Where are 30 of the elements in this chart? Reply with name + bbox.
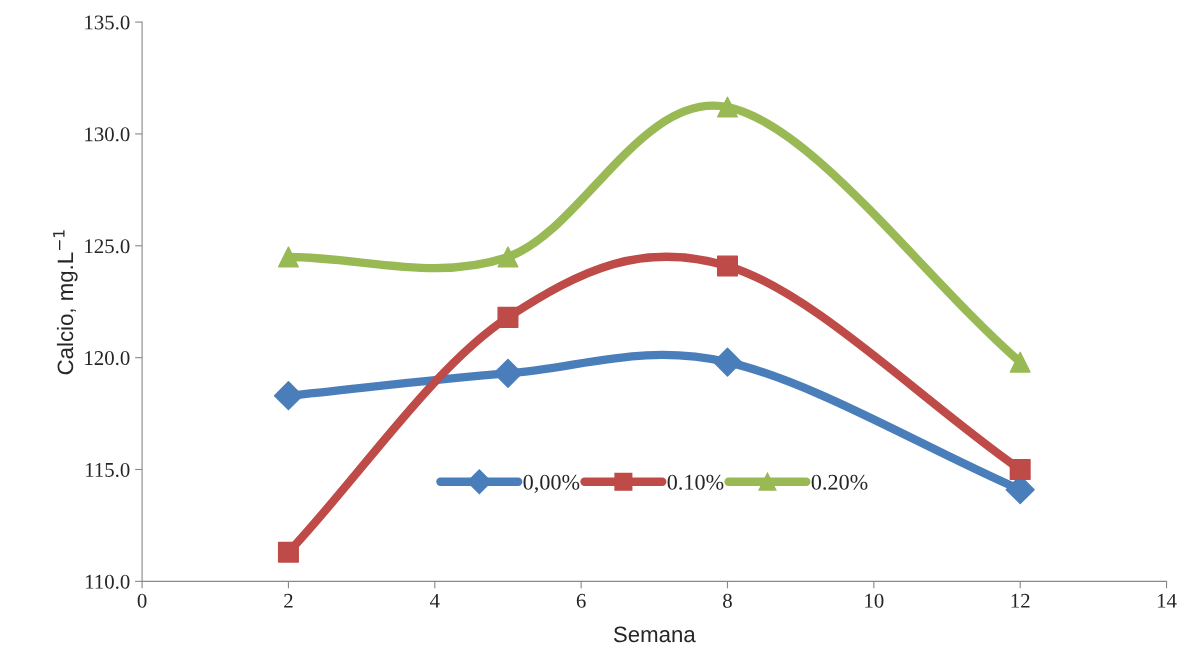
y-tick-label: 135.0	[85, 15, 130, 30]
point	[277, 246, 299, 268]
x-tick-label: 4	[429, 593, 440, 608]
legend-label: 0,00%	[523, 474, 580, 493]
y-tick-label: 120.0	[85, 351, 130, 366]
x-tick-label: 14	[1157, 593, 1177, 608]
y-axis-title: Calcio, mg.L$^{−1}$	[53, 230, 78, 375]
point	[273, 381, 304, 411]
point	[493, 358, 523, 388]
point	[716, 96, 739, 118]
legend-label: 0.20%	[811, 474, 868, 490]
x-tick-label: 8	[723, 593, 732, 608]
x-tick-label: 6	[576, 593, 586, 608]
x-tick-label: 2	[284, 593, 293, 608]
point	[1009, 351, 1031, 373]
point	[497, 246, 519, 268]
y-tick-label: 130.0	[85, 127, 130, 142]
x-axis-title: Semana	[613, 626, 696, 643]
x-tick-label: 12	[1011, 593, 1030, 608]
point	[712, 347, 743, 377]
point	[1009, 458, 1031, 481]
y-tick-label: 110.0	[86, 574, 130, 589]
x-tick-label: 0	[137, 593, 147, 608]
y-tick-label: 115.0	[86, 462, 130, 478]
x-tick-label: 10	[865, 593, 884, 608]
legend-label: 0.10%	[667, 474, 724, 490]
point	[497, 306, 519, 328]
y-tick-label: 125.0	[85, 239, 130, 254]
point	[716, 255, 739, 277]
point	[277, 541, 299, 563]
